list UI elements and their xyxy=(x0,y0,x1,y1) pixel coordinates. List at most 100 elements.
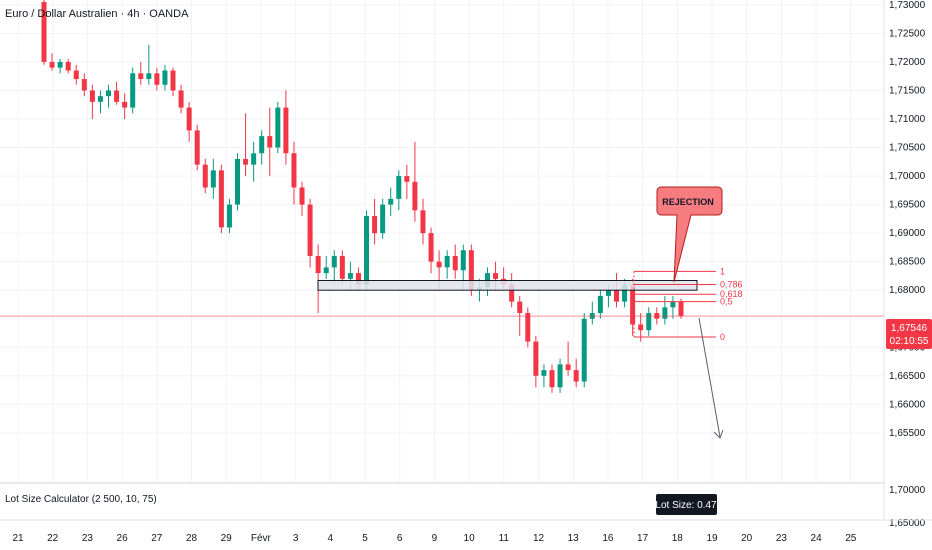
price-tick-label: 1,70000 xyxy=(889,171,926,182)
resistance-zone-layer xyxy=(317,280,698,291)
candle-body xyxy=(347,273,353,279)
time-tick-label: 16 xyxy=(602,533,614,544)
candle-body xyxy=(73,70,79,80)
candle-body xyxy=(170,70,176,91)
candle-body xyxy=(396,176,402,199)
candle-body xyxy=(57,61,63,68)
candle-body xyxy=(267,136,273,148)
time-axis[interactable]: 21 22 23 26 27 28 29 Févr 3 4 5 6 9 10 11 12 13 16 17 18 19 2… xyxy=(12,533,856,544)
price-tick-label: 1,66500 xyxy=(889,371,926,382)
lot-size-badge: Lot Size: 0.47 xyxy=(655,494,717,515)
time-tick-label: 3 xyxy=(293,533,299,544)
candle-body xyxy=(372,216,378,234)
candle-body xyxy=(259,136,265,154)
price-tick-label: 1,66000 xyxy=(889,399,926,410)
candle-body xyxy=(154,73,160,85)
price-tick-label: 1,69500 xyxy=(889,200,926,211)
candle-body xyxy=(202,164,208,188)
price-tick-label: 1,68500 xyxy=(889,257,926,268)
candle-body xyxy=(299,187,305,205)
candle-body xyxy=(364,216,370,285)
candle-body xyxy=(81,79,87,91)
time-tick-label: 6 xyxy=(397,533,403,544)
candle-body xyxy=(444,255,450,268)
candle-body xyxy=(605,290,611,296)
chart-grid xyxy=(0,0,884,483)
price-tick-label: 1,72500 xyxy=(889,28,926,39)
candle-body xyxy=(404,176,410,182)
price-tick-label: 1,71500 xyxy=(889,85,926,96)
projection-line xyxy=(698,317,721,438)
candle-body xyxy=(194,130,200,165)
price-tick-label: 1,70500 xyxy=(889,143,926,154)
candle-body xyxy=(275,107,281,148)
candle-body xyxy=(662,307,668,319)
candle-body xyxy=(557,364,563,388)
price-tick-label: 1,65500 xyxy=(889,428,926,439)
time-tick-label: 22 xyxy=(47,533,59,544)
candle-body xyxy=(613,290,619,302)
candle-body xyxy=(597,295,603,314)
resistance-zone xyxy=(317,280,698,291)
bar-countdown: 02:10:55 xyxy=(890,336,929,347)
candle-body xyxy=(138,73,144,80)
time-tick-label: 5 xyxy=(362,533,368,544)
time-tick-label: 20 xyxy=(741,533,753,544)
price-axis[interactable]: 1,73000 1,72500 1,72000 1,71500 1,71000 1,705… xyxy=(889,0,926,439)
candle-body xyxy=(162,70,168,85)
fib-level-label: 0,786 xyxy=(720,279,743,289)
candle-body xyxy=(436,261,442,268)
fib-level-label: 0,618 xyxy=(720,289,743,299)
candle-body xyxy=(114,90,120,102)
candle-body xyxy=(291,153,297,188)
time-tick-label: 23 xyxy=(82,533,94,544)
indicator-tick-top: 1,70000 xyxy=(889,485,926,496)
rejection-callout[interactable]: REJECTION xyxy=(656,186,723,283)
projection-arrow[interactable] xyxy=(698,317,724,439)
candle-body xyxy=(218,170,224,228)
candle-body xyxy=(541,370,547,376)
candle-body xyxy=(65,61,71,71)
candle-body xyxy=(646,313,652,331)
candle-body xyxy=(331,255,337,268)
time-tick-label: 29 xyxy=(221,533,233,544)
candle-body xyxy=(323,267,329,274)
price-tick-label: 1,73000 xyxy=(889,0,926,11)
time-tick-label: 24 xyxy=(811,533,823,544)
candle-body xyxy=(235,158,241,205)
time-tick-label: 19 xyxy=(706,533,718,544)
candle-body xyxy=(89,90,95,102)
time-tick-label: 9 xyxy=(432,533,438,544)
candle-body xyxy=(565,364,571,371)
candle-body xyxy=(533,341,539,376)
candle-body xyxy=(420,210,426,234)
candle-body xyxy=(97,96,103,102)
time-tick-label: 11 xyxy=(499,533,510,544)
candle-body xyxy=(243,158,249,165)
candle-body xyxy=(49,61,55,68)
time-tick-label: 17 xyxy=(637,533,649,544)
candle-body xyxy=(581,318,587,382)
candle-body xyxy=(517,301,523,314)
candle-body xyxy=(146,73,152,80)
time-tick-label: 4 xyxy=(328,533,334,544)
candle-body xyxy=(106,90,112,97)
candle-body xyxy=(226,204,232,228)
fib-level-label: 1 xyxy=(720,266,725,276)
price-tick-label: 1,69000 xyxy=(889,228,926,239)
callout-text: REJECTION xyxy=(662,197,714,207)
candle-body xyxy=(509,284,515,302)
candle-body xyxy=(388,198,394,205)
candle-body xyxy=(630,284,636,325)
time-tick-label: 28 xyxy=(186,533,198,544)
fib-level-label: 0 xyxy=(720,332,725,342)
indicator-tick-bottom: 1,65000 xyxy=(889,518,926,529)
time-tick-label: 10 xyxy=(464,533,476,544)
candle-body xyxy=(525,313,531,342)
time-tick-label: 26 xyxy=(117,533,129,544)
candle-body xyxy=(549,370,555,388)
chart-title: Euro / Dollar Australien · 4h · OANDA xyxy=(5,8,189,20)
time-tick-label: 12 xyxy=(533,533,545,544)
